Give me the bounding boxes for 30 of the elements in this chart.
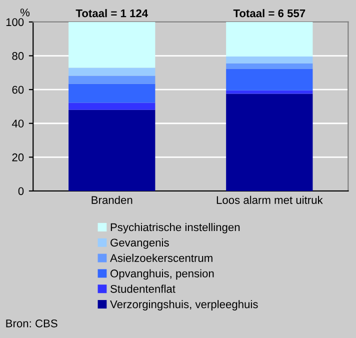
bar xyxy=(68,22,156,68)
bar xyxy=(68,68,156,76)
bar xyxy=(68,102,156,110)
bar xyxy=(226,63,313,69)
bar xyxy=(68,84,156,103)
y-tick-label: 100 xyxy=(6,18,24,26)
bar xyxy=(226,56,313,64)
bar xyxy=(68,76,156,84)
x-tick-label: Loos alarm met uitruk xyxy=(216,196,323,204)
x-tick-label: Branden xyxy=(92,196,132,204)
bar xyxy=(68,110,156,191)
y-tick-label: 60 xyxy=(12,86,24,94)
annotation: Totaal = 1 124 xyxy=(76,9,148,18)
bar xyxy=(226,94,313,191)
legend-label: Gevangenis xyxy=(110,238,169,249)
y-tick-label: 40 xyxy=(12,120,24,128)
bar xyxy=(226,90,313,94)
text: Bron: CBS xyxy=(6,319,58,328)
legend-label: Asielzoekerscentrum xyxy=(110,254,212,262)
y-tick-label: 0 xyxy=(18,187,24,196)
legend-label: Studentenflat xyxy=(110,284,176,293)
bar xyxy=(226,22,313,56)
bar xyxy=(226,68,313,90)
y-tick-label: 20 xyxy=(12,153,24,162)
legend-label: Verzorgingshuis, verpleeghuis xyxy=(110,300,258,310)
legend-label: Opvanghuis, pension xyxy=(110,269,214,280)
annotation: Totaal = 6 557 xyxy=(233,9,306,18)
y-axis-title: % xyxy=(20,8,30,16)
y-tick-label: 80 xyxy=(12,52,24,60)
legend-label: Psychiatrische instellingen xyxy=(110,223,240,234)
